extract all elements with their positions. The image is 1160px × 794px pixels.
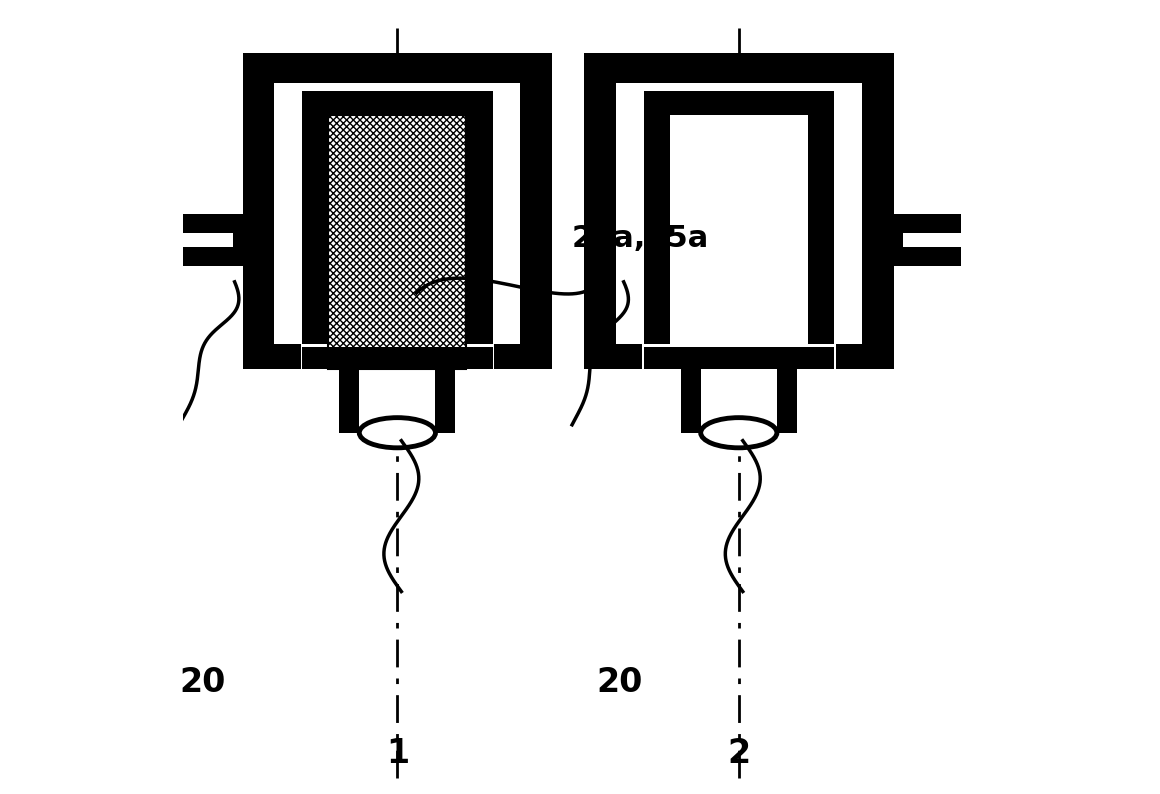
Bar: [777, 369, 797, 433]
Bar: [904, 233, 962, 247]
Bar: [328, 115, 466, 369]
Text: 2: 2: [727, 737, 751, 770]
Text: 22a,25a: 22a,25a: [572, 224, 709, 252]
Bar: [669, 115, 807, 369]
Bar: [641, 344, 835, 369]
Bar: [302, 91, 493, 115]
Bar: [681, 369, 701, 433]
Bar: [274, 83, 521, 369]
Bar: [435, 369, 456, 433]
Bar: [340, 369, 360, 433]
Bar: [862, 214, 962, 266]
Bar: [644, 91, 834, 115]
Bar: [302, 115, 328, 369]
Bar: [583, 53, 893, 83]
Ellipse shape: [360, 418, 435, 448]
Ellipse shape: [701, 418, 777, 448]
Bar: [807, 115, 834, 369]
Bar: [302, 347, 493, 369]
Text: 20: 20: [596, 665, 643, 699]
Text: 20: 20: [180, 665, 226, 699]
Bar: [328, 115, 466, 369]
Bar: [583, 83, 616, 369]
Bar: [466, 115, 493, 369]
Bar: [701, 369, 777, 433]
Bar: [300, 344, 494, 369]
Bar: [175, 233, 233, 247]
Bar: [644, 347, 834, 369]
Bar: [242, 53, 552, 83]
Bar: [616, 83, 862, 369]
Bar: [274, 344, 521, 369]
Text: 1: 1: [386, 737, 409, 770]
Bar: [521, 83, 552, 369]
Bar: [175, 214, 274, 266]
Bar: [616, 344, 862, 369]
Bar: [644, 115, 669, 369]
Bar: [360, 369, 435, 433]
Bar: [242, 83, 274, 369]
Bar: [862, 83, 893, 369]
